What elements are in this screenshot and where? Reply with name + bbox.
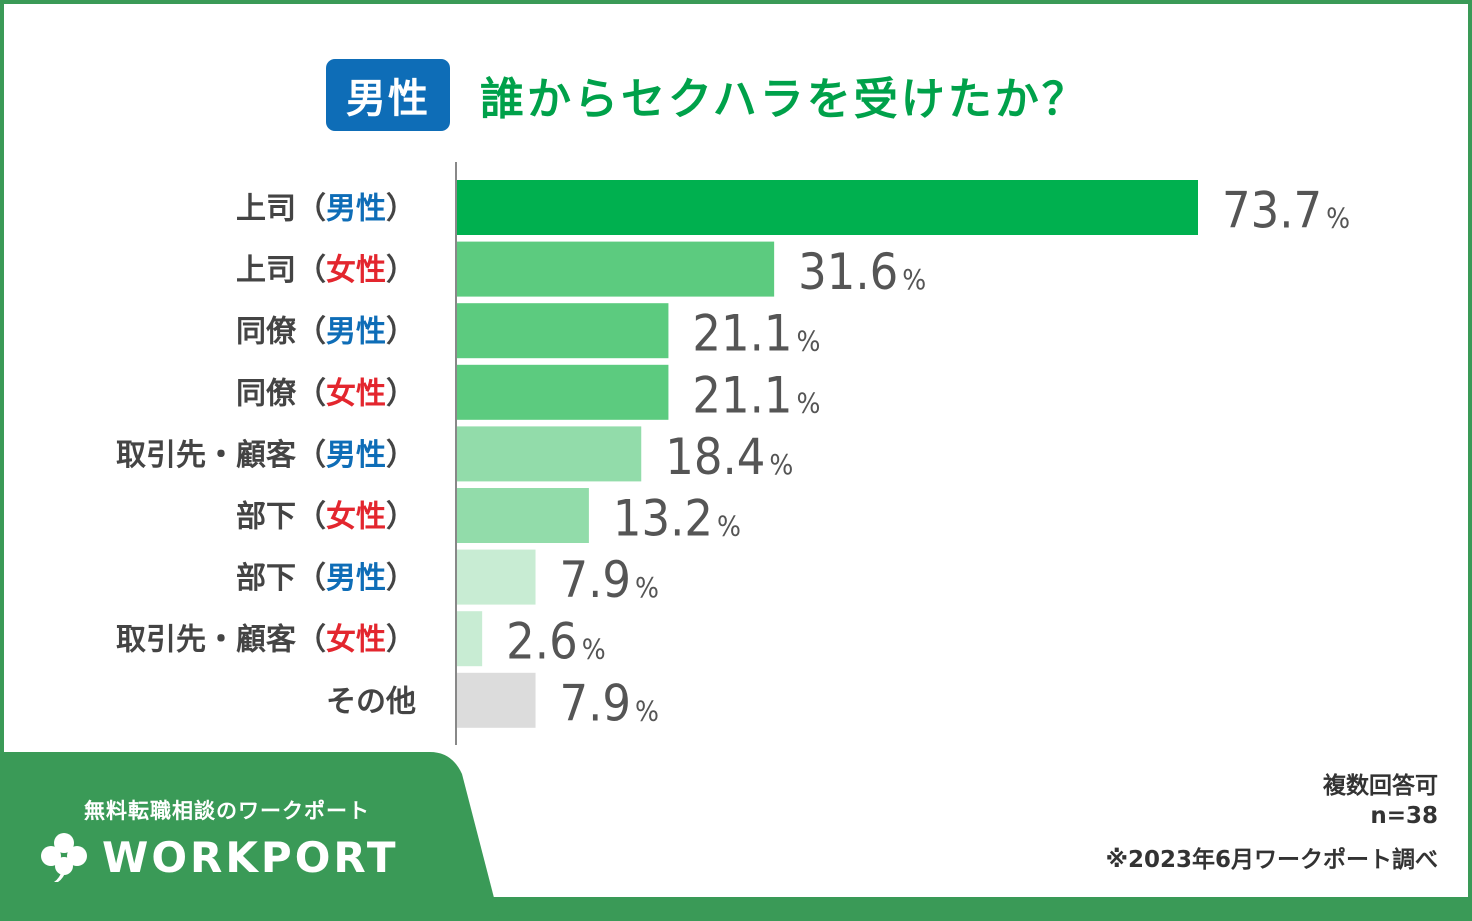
brand-tagline: 無料転職相談のワークポート [84,799,370,823]
bar [456,364,669,420]
value-label: 18.4% [665,428,793,486]
category-label: 同僚（男性） [236,315,416,350]
value-label: 7.9% [560,674,659,732]
category-label: 部下（女性） [236,500,416,535]
value-label: 21.1% [692,305,820,363]
category-label: 部下（男性） [236,561,416,596]
footer-band [0,752,500,921]
bar [456,611,483,667]
note-source: ※2023年6月ワークポート調べ [1105,847,1438,873]
brand-logo: WORKPORT [40,832,399,882]
bar [456,426,642,482]
value-label: 73.7% [1222,182,1350,240]
value-label: 13.2% [613,490,741,548]
bar [456,488,589,543]
value-label: 7.9% [560,551,659,609]
note-multiple: 複数回答可 [1323,773,1438,799]
category-label: 取引先・顧客（女性） [116,623,416,658]
bar [456,672,536,728]
gender-badge: 男性 [326,59,450,131]
title-row: 男性 誰からセクハラを受けたか？ [326,58,1089,132]
category-label: 取引先・顧客（男性） [116,438,416,473]
category-label: その他 [326,684,416,719]
bar [456,303,669,359]
value-label: 2.6% [506,613,605,671]
brand-name: WORKPORT [102,832,399,882]
bar [456,241,775,297]
value-label: 21.1% [692,366,820,424]
bar [456,180,1198,235]
category-label: 同僚（女性） [236,376,416,411]
category-label: 上司（男性） [236,192,416,227]
category-label: 上司（女性） [236,253,416,288]
value-label: 31.6% [798,243,926,301]
bar [456,549,536,605]
note-sample-size: n=38 [1370,803,1438,829]
chart-panel [4,4,1468,897]
clover-icon [41,833,87,882]
chart-title: 誰からセクハラを受けたか？ [480,74,1089,125]
